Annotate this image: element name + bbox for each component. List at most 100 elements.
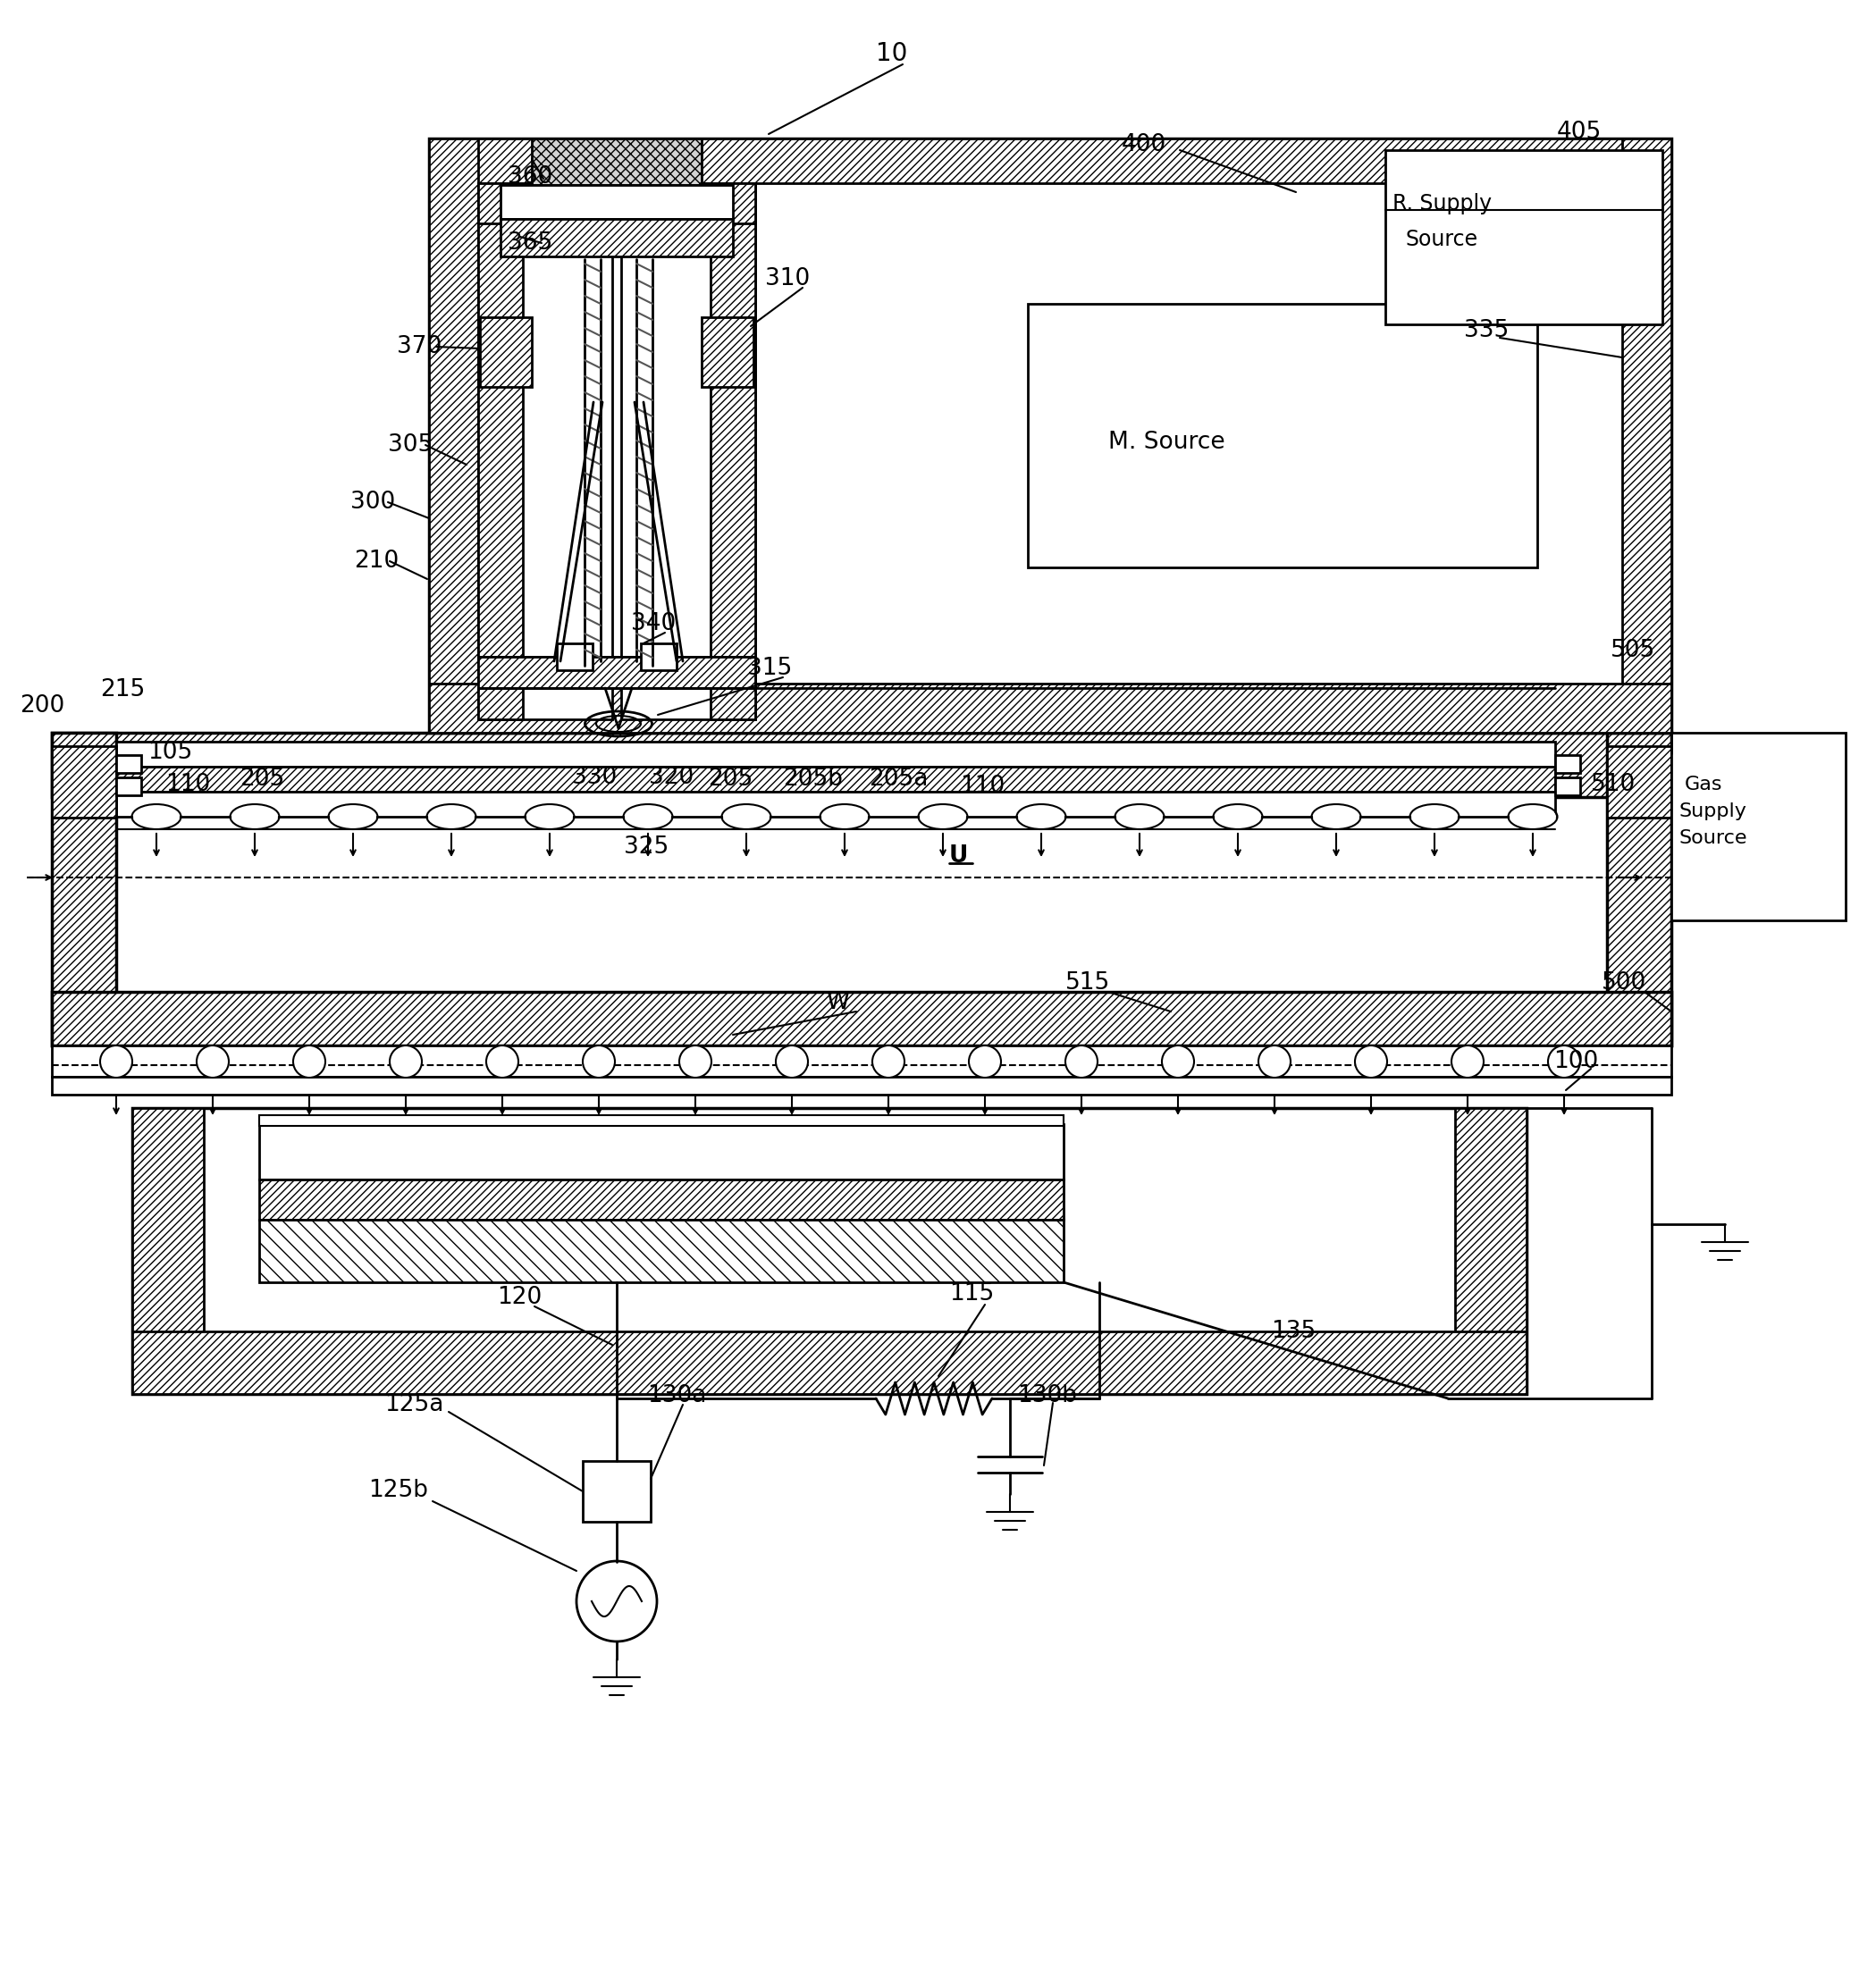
Bar <box>1028 304 1536 568</box>
Text: W: W <box>825 990 850 1014</box>
Text: 330: 330 <box>572 766 617 789</box>
Bar <box>116 756 141 773</box>
Text: 10: 10 <box>876 41 908 67</box>
Circle shape <box>583 1046 615 1077</box>
Text: 110: 110 <box>961 775 1006 797</box>
Text: 510: 510 <box>1591 773 1636 797</box>
Text: R. Supply: R. Supply <box>1392 193 1491 215</box>
Ellipse shape <box>1019 805 1064 829</box>
Ellipse shape <box>1510 805 1555 829</box>
Bar <box>430 138 478 732</box>
Bar <box>53 732 116 1046</box>
Ellipse shape <box>231 805 278 829</box>
Bar <box>478 183 756 223</box>
Bar <box>259 1115 1064 1127</box>
Bar <box>259 1180 1064 1219</box>
Circle shape <box>872 1046 904 1077</box>
Bar <box>53 1046 1672 1077</box>
Ellipse shape <box>527 805 572 829</box>
Text: 325: 325 <box>625 835 668 858</box>
Bar <box>116 777 141 795</box>
Bar <box>478 657 756 689</box>
Bar <box>478 657 756 689</box>
Bar <box>501 219 734 256</box>
Bar <box>642 643 677 671</box>
Text: 130a: 130a <box>647 1385 707 1407</box>
Text: 340: 340 <box>630 612 675 635</box>
Bar <box>531 138 702 185</box>
Text: 205b: 205b <box>782 767 842 791</box>
Text: 320: 320 <box>649 766 694 789</box>
Bar <box>583 1460 651 1521</box>
Ellipse shape <box>1411 805 1458 829</box>
Bar <box>430 138 1672 732</box>
Text: 310: 310 <box>765 266 810 290</box>
Bar <box>1555 777 1580 795</box>
Ellipse shape <box>330 805 377 829</box>
Bar <box>430 138 1672 183</box>
Ellipse shape <box>1214 805 1261 829</box>
Text: 505: 505 <box>1611 639 1655 663</box>
Bar <box>1384 150 1662 324</box>
Circle shape <box>1066 1046 1097 1077</box>
Text: Gas: Gas <box>1685 775 1722 793</box>
Ellipse shape <box>1313 805 1360 829</box>
Text: 125b: 125b <box>368 1480 428 1501</box>
Circle shape <box>1452 1046 1484 1077</box>
Text: 360: 360 <box>508 166 553 189</box>
Bar <box>478 183 612 720</box>
Bar <box>557 643 593 671</box>
Text: 205: 205 <box>707 767 752 791</box>
Text: 105: 105 <box>148 740 193 764</box>
Text: 305: 305 <box>388 434 433 456</box>
Text: 365: 365 <box>508 231 553 255</box>
Circle shape <box>390 1046 422 1077</box>
Circle shape <box>1259 1046 1291 1077</box>
Bar <box>53 1077 1672 1095</box>
Bar <box>1672 732 1846 919</box>
Text: M. Source: M. Source <box>1109 430 1225 454</box>
Bar <box>1623 138 1672 732</box>
Circle shape <box>293 1046 325 1077</box>
Text: 205: 205 <box>240 767 285 791</box>
Bar <box>116 791 1555 817</box>
Bar <box>621 183 756 720</box>
Text: 125a: 125a <box>385 1393 443 1417</box>
Ellipse shape <box>625 805 672 829</box>
Text: 100: 100 <box>1553 1050 1598 1073</box>
Bar <box>133 1332 1527 1395</box>
Bar <box>53 732 1672 797</box>
Bar <box>711 183 756 720</box>
Text: 515: 515 <box>1066 971 1111 994</box>
Circle shape <box>968 1046 1002 1077</box>
Bar <box>480 318 531 387</box>
Bar <box>430 683 1672 732</box>
Text: 210: 210 <box>355 550 400 572</box>
Text: U: U <box>949 844 968 868</box>
Circle shape <box>679 1046 711 1077</box>
Text: 120: 120 <box>497 1286 542 1308</box>
Bar <box>116 767 1555 791</box>
Bar <box>259 1125 1064 1180</box>
Circle shape <box>1548 1046 1580 1077</box>
Ellipse shape <box>133 805 180 829</box>
Text: 335: 335 <box>1463 320 1508 341</box>
Text: 115: 115 <box>949 1282 994 1306</box>
Bar <box>259 1219 1064 1282</box>
Text: Source: Source <box>1405 229 1478 251</box>
Bar <box>1456 1109 1527 1395</box>
Circle shape <box>1354 1046 1386 1077</box>
Bar <box>53 992 1672 1046</box>
Bar <box>478 183 523 720</box>
Text: 370: 370 <box>398 335 441 359</box>
Bar <box>1608 732 1672 1046</box>
Text: Source: Source <box>1679 829 1747 846</box>
Text: 400: 400 <box>1122 132 1167 156</box>
Text: 405: 405 <box>1557 120 1602 144</box>
Circle shape <box>777 1046 809 1077</box>
Bar <box>501 185 734 219</box>
Circle shape <box>197 1046 229 1077</box>
Text: 500: 500 <box>1602 971 1647 994</box>
Circle shape <box>1161 1046 1193 1077</box>
Ellipse shape <box>919 805 966 829</box>
